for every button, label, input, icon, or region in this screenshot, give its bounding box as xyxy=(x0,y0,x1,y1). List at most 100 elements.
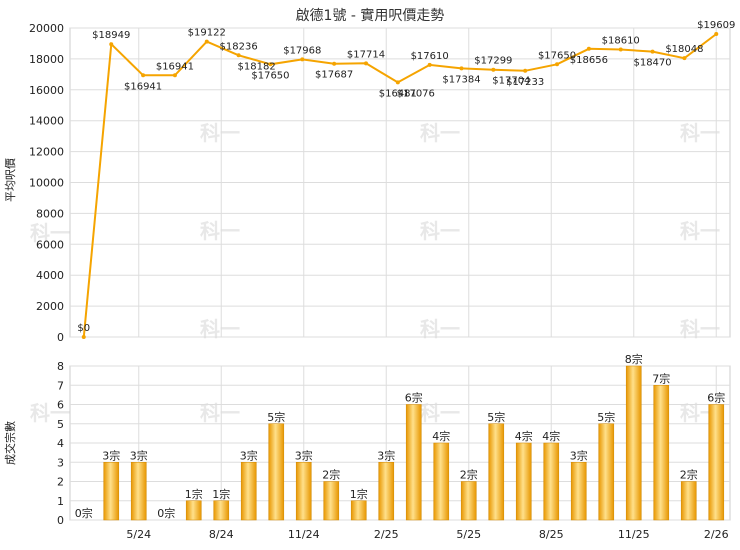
price-point xyxy=(300,57,305,62)
price-point xyxy=(141,73,146,78)
transaction-bar xyxy=(433,442,450,521)
price-extra-label: $17704 xyxy=(492,76,530,87)
price-point xyxy=(682,56,687,61)
watermark-text: 科一 xyxy=(420,219,460,243)
price-data-label: $17714 xyxy=(347,49,385,60)
transaction-bar xyxy=(240,462,257,521)
transaction-bar xyxy=(488,423,505,521)
top-y-tick-label: 2000 xyxy=(36,300,64,313)
transaction-bar xyxy=(185,500,202,521)
bottom-y-tick-label: 8 xyxy=(57,360,64,373)
bar-data-label: 3宗 xyxy=(130,448,148,462)
bar-data-label: 5宗 xyxy=(597,410,615,424)
price-data-label: $18610 xyxy=(602,35,640,46)
price-point xyxy=(109,42,114,47)
transaction-bar xyxy=(598,423,615,521)
bottom-plot-area: 0 1 2 3 4 5 6 7 8 5/24 8/24 11/24 2/25 5/25 8/25 11/25 2… xyxy=(57,352,731,541)
x-tick-label: 8/25 xyxy=(539,528,564,541)
price-data-label: $17299 xyxy=(474,56,512,67)
transaction-bar xyxy=(213,500,230,521)
price-point xyxy=(204,39,209,44)
transaction-bar xyxy=(378,462,395,521)
x-tick-label: 11/24 xyxy=(288,528,320,541)
bottom-y-tick-label: 1 xyxy=(57,495,64,508)
watermark-text: 科一 xyxy=(30,401,70,425)
bar-data-label: 0宗 xyxy=(157,506,175,520)
price-point xyxy=(427,62,432,67)
bar-data-label: 1宗 xyxy=(212,487,230,501)
price-data-label: $17687 xyxy=(315,70,353,81)
bottom-y-tick-label: 5 xyxy=(57,418,64,431)
bottom-y-tick-label: 2 xyxy=(57,476,64,489)
price-extra-label: $17076 xyxy=(397,88,435,99)
top-y-axis-label: 平均呎價 xyxy=(3,158,17,202)
price-point xyxy=(523,68,528,73)
bar-data-label: 5宗 xyxy=(267,410,285,424)
price-data-label: $18656 xyxy=(570,55,608,66)
price-point xyxy=(332,61,337,66)
bar-data-label: 6宗 xyxy=(707,391,725,405)
top-y-tick-label: 4000 xyxy=(36,269,64,282)
bar-data-label: 8宗 xyxy=(625,352,643,366)
bottom-y-tick-label: 7 xyxy=(57,379,64,392)
chart-title: 啟德1號 - 實用呎價走勢 xyxy=(296,7,445,24)
x-tick-label: 5/24 xyxy=(126,528,151,541)
price-point xyxy=(618,47,623,52)
transaction-bar xyxy=(350,500,367,521)
price-data-label: $18949 xyxy=(92,30,130,41)
x-tick-label: 2/26 xyxy=(704,528,729,541)
price-point xyxy=(363,61,368,66)
price-data-label: $19122 xyxy=(188,28,226,39)
watermark-text: 科一 xyxy=(420,121,460,145)
bar-data-label: 3宗 xyxy=(240,448,258,462)
bottom-y-tick-label: 4 xyxy=(57,437,64,450)
bar-data-label: 2宗 xyxy=(680,468,698,482)
transaction-bar xyxy=(130,462,147,521)
transaction-bar xyxy=(515,442,532,521)
bottom-y-tick-label: 6 xyxy=(57,399,64,412)
bar-data-label: 3宗 xyxy=(295,448,313,462)
x-tick-label: 8/24 xyxy=(209,528,234,541)
price-data-label: $16941 xyxy=(124,81,162,92)
watermark-text: 科一 xyxy=(680,121,720,145)
price-point xyxy=(555,62,560,67)
price-point xyxy=(268,62,273,67)
top-y-tick-label: 8000 xyxy=(36,207,64,220)
top-y-tick-label: 14000 xyxy=(29,115,64,128)
transaction-bar xyxy=(680,481,697,521)
price-data-label: $18048 xyxy=(665,44,703,55)
bottom-y-tick-label: 3 xyxy=(57,456,64,469)
top-plot-area: 0 2000 4000 6000 8000 10000 12000 14000 16000 180… xyxy=(29,20,735,344)
price-data-label: $17384 xyxy=(442,74,480,85)
price-data-label: $17968 xyxy=(283,45,321,56)
price-point xyxy=(586,46,591,51)
price-data-label: $17610 xyxy=(411,51,449,62)
bar-data-label: 2宗 xyxy=(322,468,340,482)
bar-data-label: 3宗 xyxy=(377,448,395,462)
price-data-label: $17650 xyxy=(538,50,576,61)
transaction-bar xyxy=(460,481,477,521)
price-point xyxy=(81,335,86,339)
price-data-label: $19609 xyxy=(697,20,735,31)
top-y-tick-label: 20000 xyxy=(29,22,64,35)
watermark-text: 科一 xyxy=(200,219,240,243)
transaction-bar xyxy=(268,423,285,521)
price-data-label: $16481 xyxy=(379,88,417,99)
watermark-text: 科一 xyxy=(30,221,70,245)
bar-data-label: 4宗 xyxy=(515,429,533,443)
transaction-bar xyxy=(653,385,670,521)
bar-data-label: 5宗 xyxy=(487,410,505,424)
price-point xyxy=(172,73,177,78)
bar-data-label: 0宗 xyxy=(75,506,93,520)
transaction-bar xyxy=(543,442,560,521)
price-data-label: $16941 xyxy=(156,61,194,72)
price-point xyxy=(459,66,464,71)
price-data-label: $18470 xyxy=(633,58,671,69)
price-point xyxy=(491,67,496,72)
price-point xyxy=(650,49,655,54)
transaction-bar xyxy=(570,462,587,521)
bar-data-label: 6宗 xyxy=(405,391,423,405)
